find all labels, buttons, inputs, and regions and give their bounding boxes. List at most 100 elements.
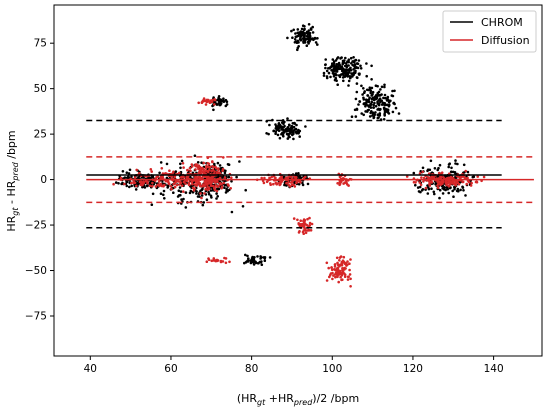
point-chrom: [382, 96, 385, 100]
point-chrom: [380, 99, 384, 102]
point-diffusion: [330, 266, 333, 269]
point-diffusion: [419, 183, 423, 187]
point-diffusion: [331, 277, 334, 281]
point-chrom: [301, 31, 304, 34]
point-diffusion: [138, 180, 142, 184]
point-chrom: [296, 28, 300, 31]
point-chrom: [195, 192, 198, 195]
point-diffusion: [188, 166, 192, 170]
point-chrom: [349, 56, 353, 60]
point-chrom: [327, 71, 331, 75]
point-diffusion: [304, 227, 307, 231]
point-diffusion: [211, 168, 215, 172]
point-diffusion: [213, 186, 216, 189]
point-chrom: [378, 98, 381, 101]
point-chrom: [360, 112, 364, 115]
point-chrom: [311, 25, 315, 29]
point-chrom: [353, 66, 357, 70]
point-chrom: [130, 175, 133, 178]
point-diffusion: [262, 181, 266, 185]
point-diffusion: [440, 171, 444, 174]
point-chrom: [307, 29, 311, 32]
point-chrom: [366, 104, 370, 107]
point-diffusion: [214, 184, 218, 187]
point-chrom: [334, 78, 337, 81]
point-chrom: [335, 63, 338, 66]
point-chrom: [349, 68, 353, 72]
point-chrom: [441, 187, 445, 190]
point-chrom: [355, 90, 359, 94]
point-chrom: [384, 96, 387, 100]
point-chrom: [251, 260, 255, 264]
point-chrom: [394, 106, 398, 110]
point-diffusion: [176, 180, 180, 183]
point-chrom: [281, 126, 284, 129]
point-diffusion: [304, 231, 308, 235]
point-diffusion: [341, 267, 344, 270]
point-diffusion: [212, 257, 216, 260]
point-diffusion: [260, 176, 264, 180]
point-chrom: [298, 135, 302, 138]
point-chrom: [372, 103, 376, 107]
point-chrom: [370, 86, 374, 90]
point-chrom: [303, 27, 306, 31]
point-chrom: [291, 130, 295, 134]
point-diffusion: [135, 184, 138, 188]
point-diffusion: [349, 285, 352, 288]
point-diffusion: [208, 176, 212, 180]
point-chrom: [272, 129, 275, 133]
point-diffusion: [287, 181, 290, 184]
point-chrom: [375, 95, 379, 99]
point-chrom: [430, 187, 433, 190]
point-diffusion: [336, 266, 340, 270]
point-diffusion: [421, 170, 425, 174]
point-chrom: [347, 68, 350, 71]
point-diffusion: [204, 166, 208, 170]
point-diffusion: [343, 275, 347, 279]
point-diffusion: [302, 232, 306, 235]
point-chrom: [213, 162, 216, 166]
plot-frame: [53, 4, 543, 357]
point-diffusion: [205, 164, 208, 168]
point-diffusion: [133, 176, 137, 179]
point-diffusion: [330, 268, 334, 272]
point-chrom: [297, 182, 301, 186]
point-chrom: [305, 35, 309, 38]
point-chrom: [462, 163, 466, 167]
point-diffusion: [198, 182, 202, 185]
point-chrom: [390, 94, 394, 97]
point-chrom: [427, 186, 430, 189]
point-diffusion: [332, 274, 335, 277]
point-chrom: [383, 85, 386, 89]
point-diffusion: [190, 163, 194, 166]
point-chrom: [426, 168, 430, 171]
point-diffusion: [343, 262, 347, 266]
point-diffusion: [206, 161, 209, 165]
point-diffusion: [194, 164, 198, 168]
point-diffusion: [325, 279, 329, 282]
y-tick-label: 25: [34, 129, 47, 141]
point-diffusion: [203, 192, 206, 195]
x-axis-label-sub1: gt: [257, 398, 266, 407]
point-chrom: [371, 97, 374, 100]
point-diffusion: [333, 268, 336, 271]
point-diffusion: [213, 98, 217, 102]
point-diffusion: [194, 168, 197, 171]
point-chrom: [365, 62, 368, 65]
point-chrom: [293, 122, 296, 125]
point-diffusion: [451, 176, 455, 180]
point-chrom: [383, 83, 386, 87]
point-diffusion: [200, 100, 204, 104]
point-chrom: [456, 187, 460, 191]
point-chrom: [224, 169, 227, 173]
point-diffusion: [154, 185, 158, 188]
point-chrom: [370, 100, 374, 104]
point-chrom: [209, 194, 213, 198]
point-chrom: [461, 185, 464, 189]
point-chrom: [278, 136, 282, 140]
point-chrom: [221, 99, 225, 103]
point-chrom: [380, 85, 384, 89]
point-diffusion: [414, 181, 417, 184]
point-chrom: [359, 67, 363, 70]
point-chrom: [301, 34, 305, 37]
